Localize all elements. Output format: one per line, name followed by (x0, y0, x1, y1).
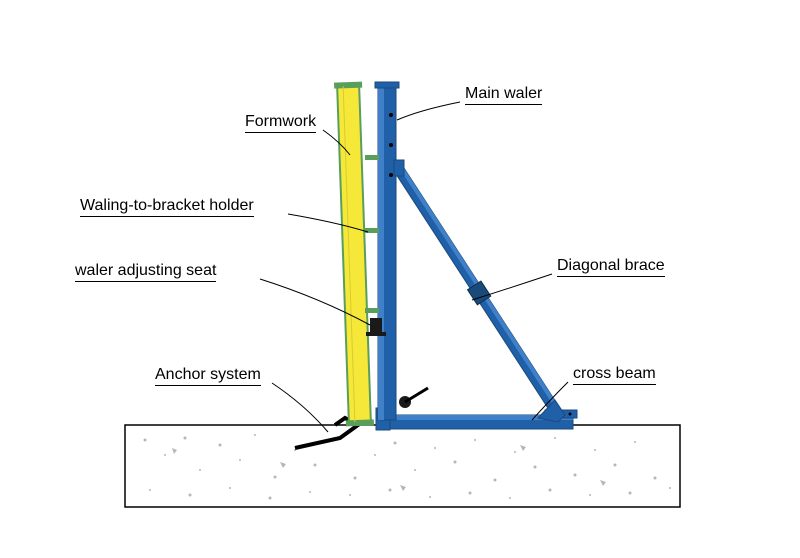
diagonal-brace-shape (391, 160, 565, 422)
formwork-diagram: Formwork Main waler Waling-to-bracket ho… (0, 0, 800, 553)
formwork-shape (334, 82, 374, 427)
label-waling-bracket: Waling-to-bracket holder (80, 197, 254, 217)
label-cross-beam: cross beam (573, 365, 656, 385)
label-formwork: Formwork (245, 113, 316, 133)
label-main-waler: Main waler (465, 85, 542, 105)
ground-base (125, 425, 680, 507)
leader-lines (260, 102, 568, 432)
label-waler-adjusting: waler adjusting seat (75, 262, 216, 282)
adjustment-handle (399, 388, 428, 408)
main-waler-shape (375, 82, 399, 420)
label-diagonal-brace: Diagonal brace (557, 257, 665, 277)
label-anchor-system: Anchor system (155, 366, 261, 386)
